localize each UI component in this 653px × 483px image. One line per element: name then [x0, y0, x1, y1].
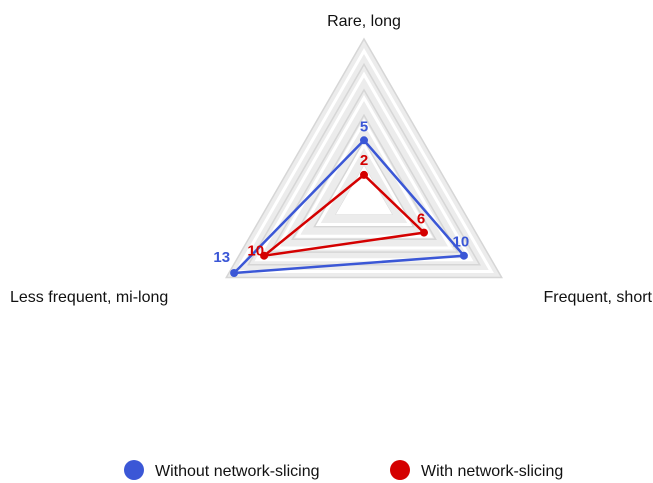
axis-label-less-frequent: Less frequent, mi-long	[10, 289, 168, 306]
radar-labels: Rare, long Frequent, short Less frequent…	[10, 13, 653, 306]
data-point-s1-1	[360, 136, 368, 145]
value-label-s2-3: 10	[247, 243, 264, 260]
legend: Without network-slicing With network-sli…	[124, 460, 563, 480]
value-label-s1-1: 5	[360, 118, 368, 135]
legend-marker-with-slicing	[390, 460, 410, 480]
data-point-s1-2	[459, 251, 468, 260]
value-label-s2-2: 6	[417, 211, 425, 228]
data-point-s2-3	[260, 251, 269, 260]
radar-series: 5 10 13 2 6 10	[213, 118, 469, 277]
grid-ring-gap-3	[274, 94, 454, 250]
series-line-2	[262, 173, 426, 257]
legend-marker-without-slicing	[124, 460, 144, 480]
value-label-s1-2: 10	[453, 234, 470, 251]
value-label-s1-3: 13	[213, 249, 230, 266]
grid-ring-gap-1	[234, 47, 494, 273]
axis-label-rare-long: Rare, long	[327, 13, 401, 30]
legend-item-with-slicing: With network-slicing	[390, 460, 563, 480]
axis-label-frequent-short: Frequent, short	[544, 289, 653, 306]
grid-ring-gap-5	[315, 142, 413, 226]
legend-item-without-slicing: Without network-slicing	[124, 460, 320, 480]
data-point-s2-1	[360, 170, 368, 179]
data-point-s2-2	[420, 228, 428, 237]
legend-label-with-slicing: With network-slicing	[421, 463, 563, 480]
legend-label-without-slicing: Without network-slicing	[155, 463, 320, 480]
data-point-s1-3	[230, 269, 239, 277]
grid-ring-gap-6	[335, 165, 393, 215]
value-label-s2-1: 2	[360, 152, 368, 169]
grid-ring-gap-2	[254, 71, 474, 262]
series-line-1	[232, 139, 466, 275]
